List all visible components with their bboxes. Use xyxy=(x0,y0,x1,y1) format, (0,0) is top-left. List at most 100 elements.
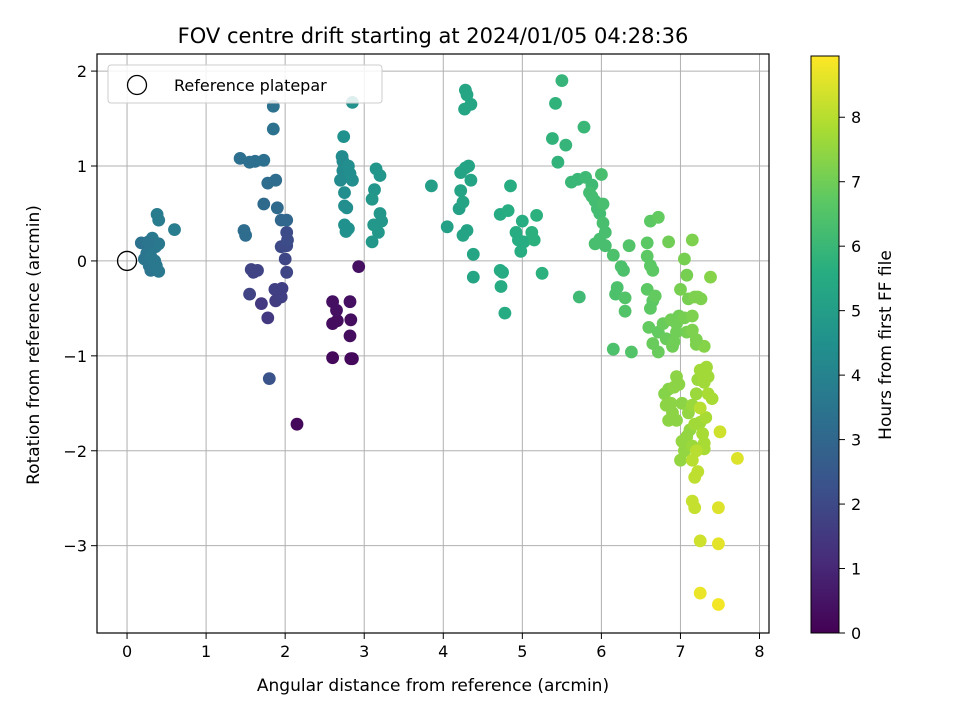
data-point xyxy=(527,233,541,247)
data-point xyxy=(343,167,357,181)
data-point xyxy=(462,159,475,173)
y-tick-label: 2 xyxy=(77,62,87,81)
data-point xyxy=(622,239,636,253)
x-tick-label: 5 xyxy=(517,642,527,661)
data-point xyxy=(675,396,689,410)
colorbar-tick-label: 1 xyxy=(851,560,861,579)
data-point xyxy=(596,197,610,211)
data-point xyxy=(466,270,480,284)
data-point xyxy=(618,304,632,318)
data-point xyxy=(244,263,258,276)
data-point xyxy=(338,186,351,200)
data-point xyxy=(152,213,166,227)
data-point xyxy=(373,169,387,182)
data-point xyxy=(268,283,282,296)
data-point xyxy=(700,360,713,374)
grid-lines xyxy=(97,54,769,633)
data-point xyxy=(693,534,707,548)
data-point xyxy=(685,309,699,323)
data-point xyxy=(365,192,379,206)
data-point xyxy=(266,122,280,136)
data-point xyxy=(674,453,687,467)
colorbar-label: Hours from first FF file xyxy=(876,250,896,440)
data-point xyxy=(551,155,565,169)
data-point xyxy=(501,204,515,218)
data-point xyxy=(685,233,699,247)
data-point xyxy=(280,226,294,239)
legend: Reference platepar xyxy=(107,64,383,104)
data-point xyxy=(326,351,339,365)
data-point xyxy=(142,235,155,249)
data-point xyxy=(694,292,708,306)
data-point xyxy=(261,311,275,325)
colorbar-tick-label: 4 xyxy=(851,366,861,385)
data-point xyxy=(598,239,612,253)
colorbar-tick-label: 3 xyxy=(851,431,861,450)
data-point xyxy=(330,314,344,328)
data-point xyxy=(642,321,656,334)
y-axis-label: Rotation from reference (arcmin) xyxy=(24,205,44,485)
data-point xyxy=(280,265,294,279)
y-tick-label: −1 xyxy=(63,347,87,366)
y-axis-ticks: −3 −2 −1 0 1 2 xyxy=(63,62,97,556)
data-point xyxy=(257,197,271,211)
data-point xyxy=(693,401,707,415)
data-point xyxy=(689,444,703,458)
data-point xyxy=(693,586,707,600)
data-point xyxy=(689,387,703,401)
x-tick-label: 6 xyxy=(596,642,606,661)
data-point xyxy=(689,333,703,347)
data-point xyxy=(688,417,702,431)
data-point xyxy=(343,295,357,309)
data-point xyxy=(290,417,304,431)
data-point xyxy=(335,150,349,163)
y-tick-label: −2 xyxy=(63,442,87,461)
colorbar-tick-label: 5 xyxy=(851,302,861,321)
data-point xyxy=(342,222,355,236)
data-point xyxy=(705,392,719,405)
data-point xyxy=(504,179,517,193)
data-point xyxy=(731,452,744,465)
data-point xyxy=(674,283,687,296)
x-tick-label: 7 xyxy=(675,642,685,661)
data-point xyxy=(640,236,654,250)
data-point xyxy=(662,414,675,427)
data-point xyxy=(498,306,512,320)
data-point xyxy=(646,264,660,277)
data-point xyxy=(515,214,529,228)
data-point xyxy=(672,377,686,391)
data-point xyxy=(625,345,638,359)
data-points xyxy=(116,74,744,611)
colorbar-tick-label: 0 xyxy=(851,624,861,643)
data-point xyxy=(352,260,366,273)
data-point xyxy=(346,352,359,366)
data-point xyxy=(243,155,256,169)
x-tick-label: 8 xyxy=(754,642,764,661)
x-tick-label: 3 xyxy=(359,642,369,661)
x-tick-label: 0 xyxy=(122,642,132,661)
data-point xyxy=(701,370,715,384)
data-point xyxy=(712,537,725,551)
data-point xyxy=(577,120,591,134)
data-point xyxy=(535,266,549,280)
data-point xyxy=(494,280,508,293)
data-point xyxy=(680,268,694,282)
y-tick-label: −3 xyxy=(63,537,87,556)
data-point xyxy=(530,209,543,222)
colorbar-tick-label: 2 xyxy=(851,495,861,514)
data-point xyxy=(337,130,351,144)
data-point xyxy=(343,329,357,343)
data-point xyxy=(466,247,480,261)
data-point xyxy=(372,226,385,239)
data-point xyxy=(340,201,354,215)
data-point xyxy=(670,325,683,339)
x-axis-label: Angular distance from reference (arcmin) xyxy=(257,676,609,696)
data-point xyxy=(454,184,468,198)
data-point xyxy=(148,254,162,268)
data-point xyxy=(595,168,608,181)
reference-platepar-marker xyxy=(116,250,138,272)
data-point xyxy=(280,213,294,227)
data-point xyxy=(666,339,679,353)
data-point xyxy=(243,287,256,301)
